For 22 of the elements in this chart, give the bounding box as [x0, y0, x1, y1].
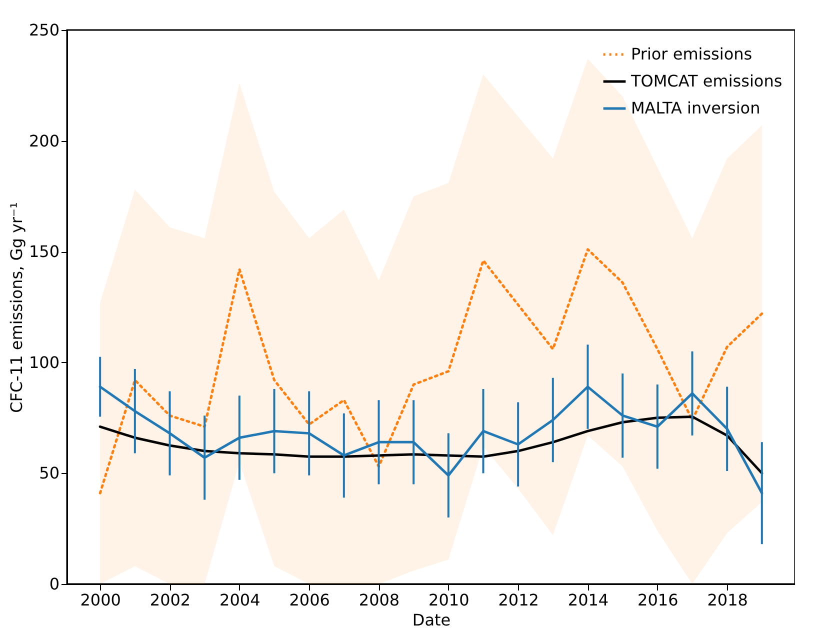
- x-tick-label: 2014: [568, 590, 609, 610]
- legend-label: MALTA inversion: [631, 98, 760, 118]
- x-tick-label: 2012: [498, 590, 539, 610]
- legend-label: Prior emissions: [631, 44, 752, 64]
- y-axis-title: CFC-11 emissions, Gg yr⁻¹: [6, 202, 26, 413]
- y-tick-label: 250: [28, 20, 60, 40]
- x-tick-label: 2000: [80, 590, 121, 610]
- x-tick-label: 2008: [358, 590, 400, 610]
- x-tick-label: 2002: [150, 590, 191, 610]
- line-series: [98, 248, 764, 494]
- x-tick-label: 2004: [220, 590, 260, 610]
- x-tick-label: 2018: [707, 590, 748, 610]
- y-tick-label: 100: [28, 352, 60, 372]
- y-tick-label: 50: [39, 464, 60, 483]
- x-tick-label: 2010: [428, 590, 470, 610]
- legend-label: TOMCAT emissions: [630, 72, 782, 90]
- x-tick-label: 2006: [289, 590, 330, 610]
- x-tick-label: 2016: [638, 590, 678, 610]
- x-axis-title: Date: [412, 610, 451, 630]
- y-tick-label: 0: [49, 574, 60, 594]
- y-tick-label: 200: [28, 131, 60, 150]
- y-tick-label: 150: [28, 242, 60, 262]
